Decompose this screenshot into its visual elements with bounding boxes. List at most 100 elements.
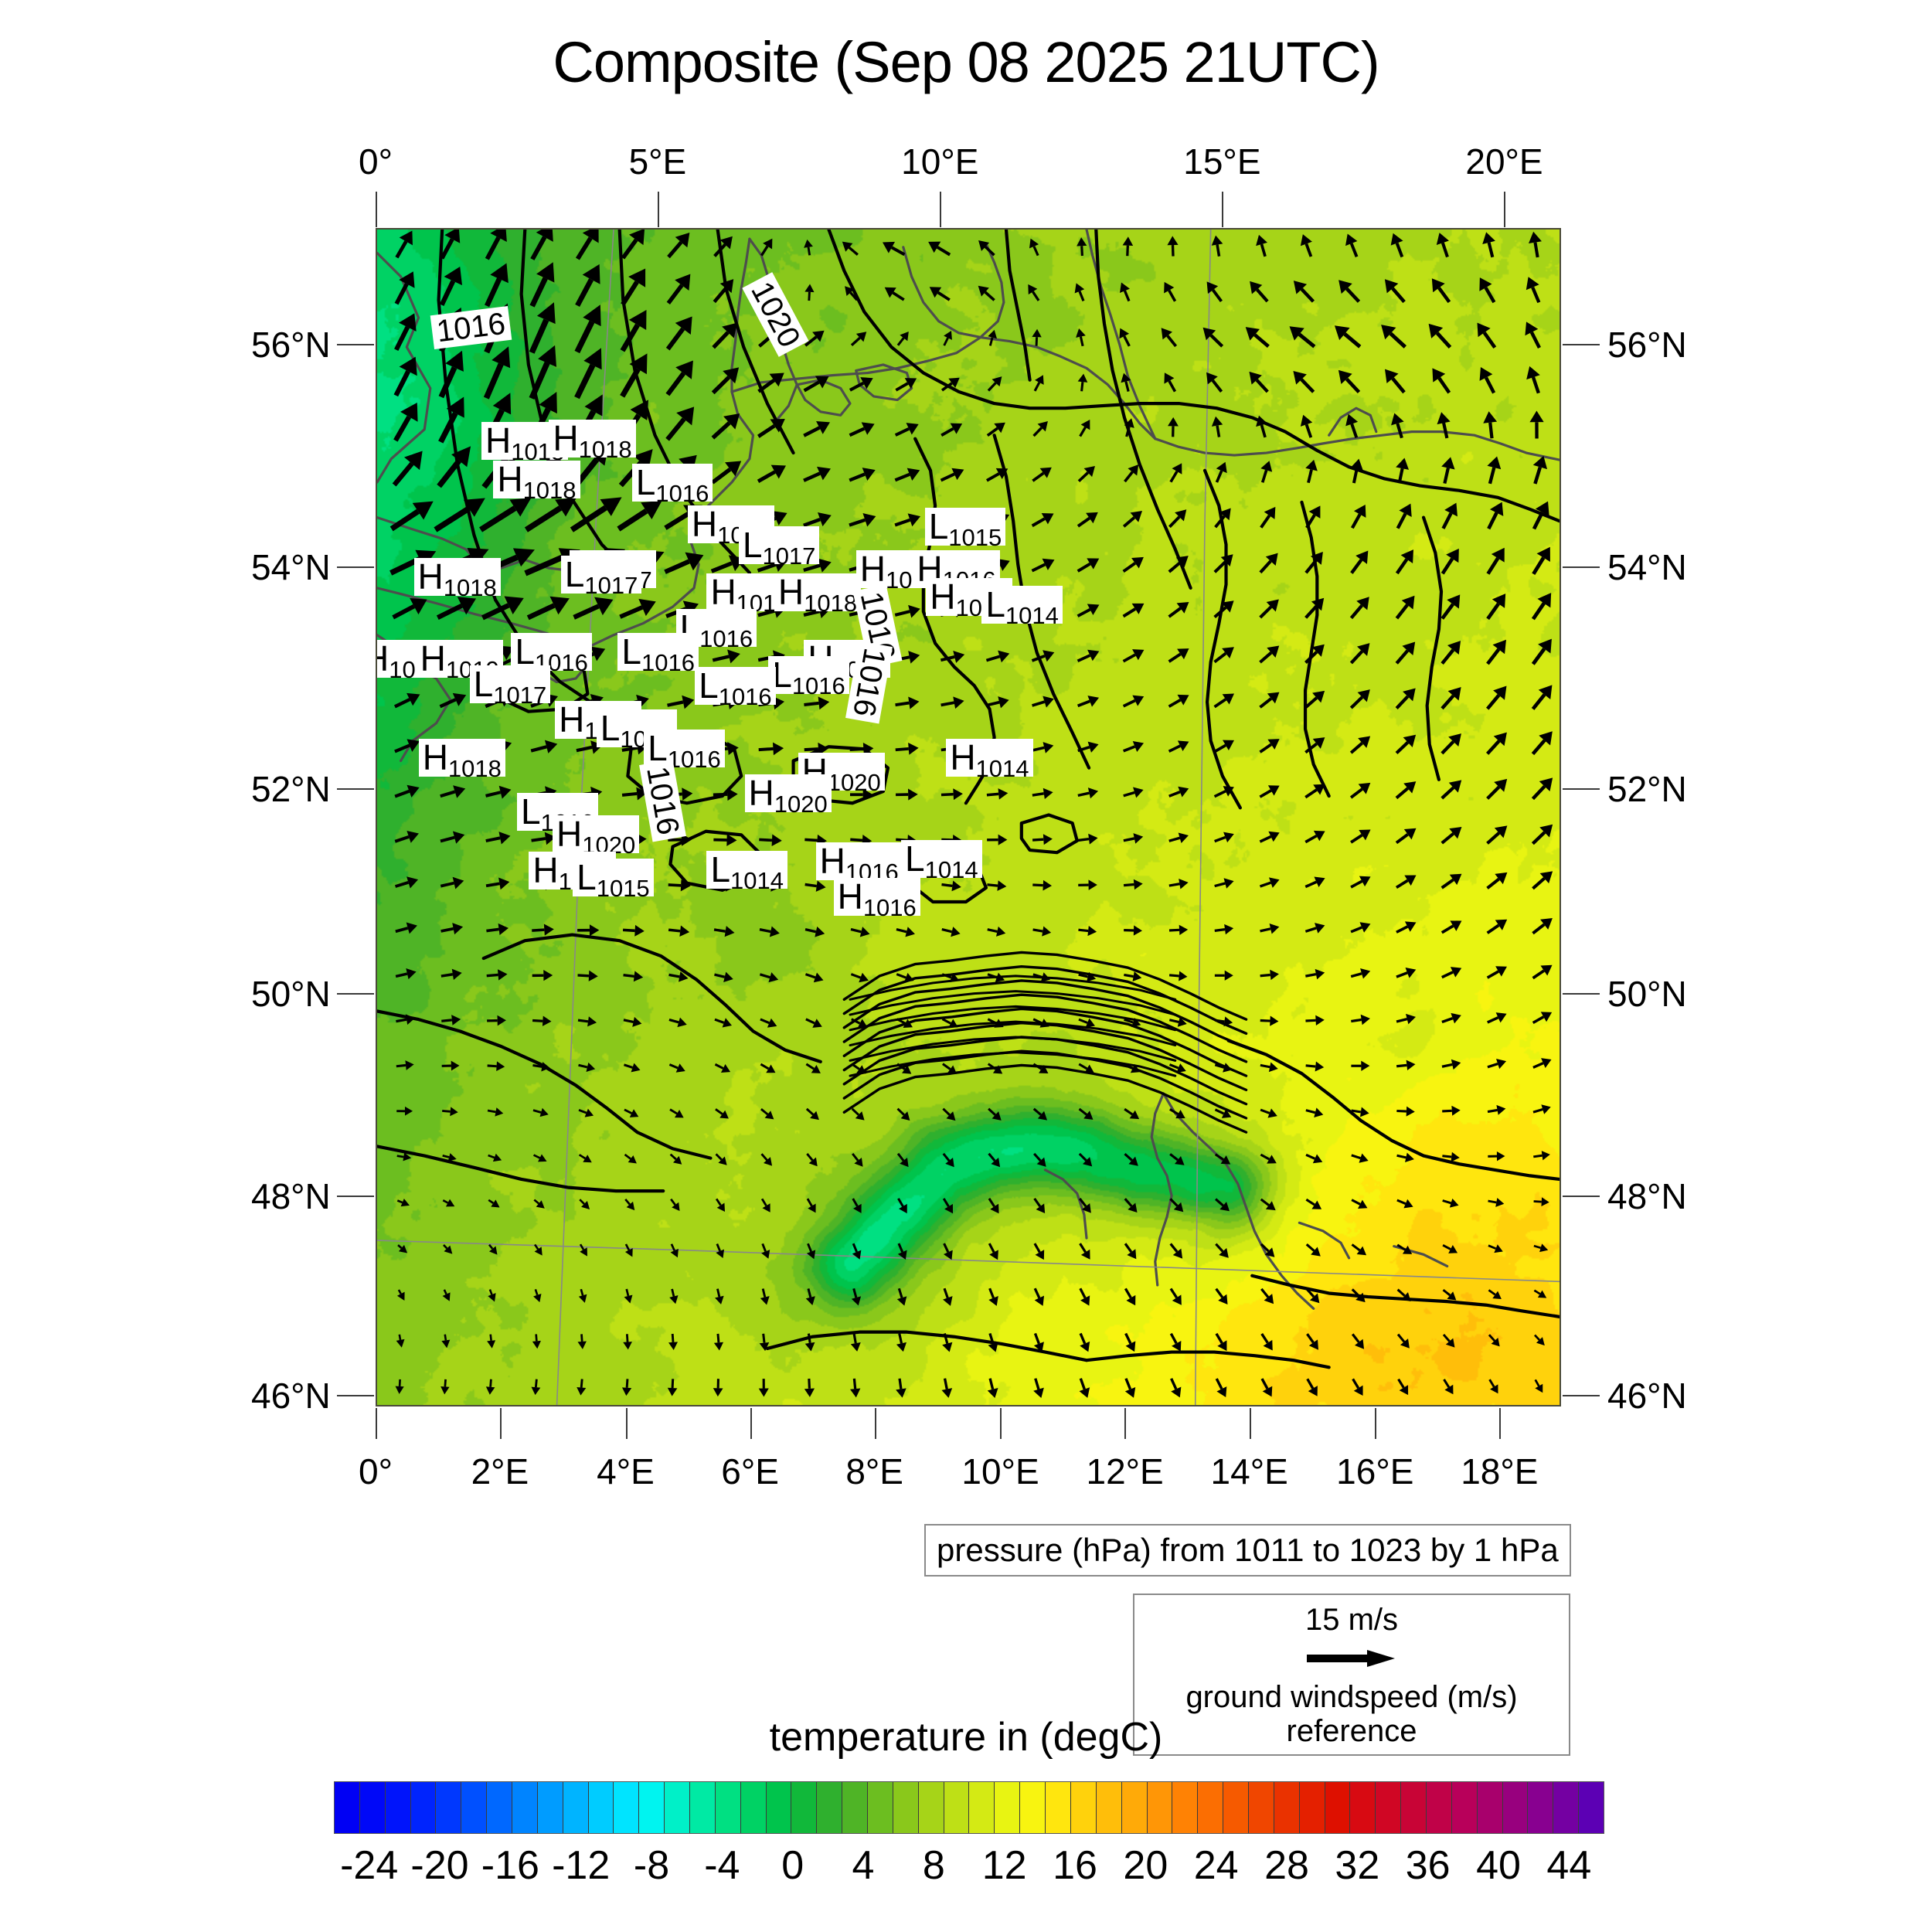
tick-bottom-0 [376,1408,377,1439]
axis-label-bottom-1: 2°E [471,1451,529,1492]
pressure-legend: pressure (hPa) from 1011 to 1023 by 1 hP… [924,1524,1571,1577]
axis-label-bottom-7: 14°E [1210,1451,1288,1492]
axis-label-bottom-4: 8°E [845,1451,903,1492]
pressure-low-label-9: L1017 [560,556,642,597]
colorbar-tick-8: 8 [922,1843,945,1888]
colorbar-swatch-39 [1325,1782,1351,1833]
colorbar-swatch-45 [1477,1782,1503,1833]
colorbar-swatch-19 [817,1782,843,1833]
colorbar-tick-17: 44 [1546,1843,1592,1888]
colorbar-swatch-18 [791,1782,818,1833]
axis-label-bottom-9: 18°E [1461,1451,1539,1492]
pressure-low-label-38: L1014 [901,839,982,882]
colorbar-swatch-37 [1274,1782,1300,1833]
colorbar-swatch-26 [995,1782,1021,1833]
colorbar-swatch-49 [1579,1782,1604,1833]
colorbar-tick-11: 20 [1123,1843,1168,1888]
colorbar-tick-6: 0 [781,1843,804,1888]
colorbar-swatch-31 [1121,1782,1148,1833]
colorbar-swatch-47 [1528,1782,1554,1833]
pressure-high-label-2: H1018 [493,460,580,502]
weather-map[interactable]: H1018H1018H1018L1016H1018L1017L1015H1017… [376,228,1561,1406]
tick-left-5 [337,1395,374,1396]
colorbar-swatch-13 [665,1782,691,1833]
colorbar-tick-2: -16 [481,1843,539,1888]
tick-top-4 [1504,192,1505,227]
colorbar-swatch-5 [461,1782,488,1833]
tick-bottom-2 [626,1408,628,1439]
pressure-low-label-20: L1016 [617,632,699,675]
axis-label-left-0: 56°N [251,325,331,366]
tick-right-2 [1563,788,1600,790]
temperature-colorbar[interactable] [334,1781,1604,1834]
colorbar-swatch-0 [335,1782,360,1833]
pressure-high-label-30: H1020 [744,774,832,816]
colorbar-swatch-6 [487,1782,513,1833]
tick-bottom-6 [1124,1408,1126,1439]
pressure-low-label-15: L1014 [981,585,1063,628]
axis-label-bottom-8: 16°E [1336,1451,1414,1492]
colorbar-swatch-21 [868,1782,893,1833]
colorbar-swatch-48 [1553,1782,1580,1833]
colorbar-swatch-40 [1350,1782,1376,1833]
colorbar-swatch-33 [1172,1782,1199,1833]
colorbar-tick-16: 40 [1476,1843,1521,1888]
tick-right-4 [1563,1196,1600,1197]
colorbar-swatch-28 [1046,1782,1071,1833]
axis-label-right-2: 52°N [1607,768,1687,809]
colorbar-swatch-22 [893,1782,919,1833]
colorbar-tick-9: 12 [981,1843,1027,1888]
tick-top-1 [658,192,659,227]
colorbar-swatch-35 [1223,1782,1249,1833]
tick-bottom-7 [1250,1408,1251,1439]
pressure-high-label-8: H1018 [413,558,501,600]
colorbar-tick-4: -8 [633,1843,670,1888]
colorbar-tick-labels: -24 -20 -16 -12 -8 -4 0 4 8 12 16 20 24 28 32 36 40 44 [334,1842,1604,1889]
axis-label-top-3: 15°E [1183,141,1261,182]
tick-left-2 [337,788,374,790]
wind-reference-arrow-icon [1134,1637,1569,1680]
tick-top-2 [940,192,941,227]
colorbar-tick-10: 16 [1053,1843,1097,1888]
colorbar-swatch-11 [614,1782,640,1833]
pressure-low-label-6: L1015 [924,507,1006,549]
pressure-low-label-23: L1016 [768,656,849,698]
axis-label-top-1: 5°E [628,141,687,182]
colorbar-swatch-3 [410,1782,437,1833]
tick-left-0 [337,344,374,345]
colorbar-swatch-20 [842,1782,869,1833]
colorbar-swatch-24 [944,1782,970,1833]
wind-reference-speed: 15 m/s [1304,1603,1399,1637]
wind-reference-caption: ground windspeed (m/s) reference [1185,1680,1518,1748]
pressure-high-label-31: H1014 [946,738,1033,781]
tick-right-3 [1563,993,1600,995]
colorbar-swatch-16 [740,1782,767,1833]
colorbar-swatch-30 [1096,1782,1122,1833]
pressure-high-label-1: H1018 [549,419,636,461]
colorbar-tick-15: 36 [1405,1843,1451,1888]
tick-top-3 [1222,192,1223,227]
axis-label-bottom-2: 4°E [597,1451,655,1492]
axis-label-top-0: 0° [359,141,393,182]
axis-label-top-4: 20°E [1465,141,1543,182]
tick-left-4 [337,1196,374,1197]
colorbar-swatch-36 [1248,1782,1274,1833]
wind-reference-legend: 15 m/s ground windspeed (m/s) reference [1133,1594,1570,1756]
tick-right-1 [1563,566,1600,568]
colorbar-swatch-17 [766,1782,792,1833]
colorbar-tick-5: -4 [704,1843,740,1888]
pressure-high-label-37: H1016 [815,842,903,884]
tick-bottom-1 [500,1408,502,1439]
tick-bottom-8 [1375,1408,1376,1439]
axis-label-left-4: 48°N [251,1176,331,1217]
axis-label-bottom-3: 6°E [721,1451,779,1492]
colorbar-tick-12: 24 [1193,1843,1239,1888]
tick-bottom-4 [875,1408,876,1439]
tick-right-5 [1563,1395,1600,1396]
colorbar-swatch-8 [537,1782,563,1833]
page-title: Composite (Sep 08 2025 21UTC) [553,30,1379,94]
axis-label-left-1: 54°N [251,546,331,587]
colorbar-tick-14: 32 [1335,1843,1380,1888]
axis-label-left-3: 50°N [251,974,331,1015]
pressure-low-label-5: L1017 [738,526,820,568]
